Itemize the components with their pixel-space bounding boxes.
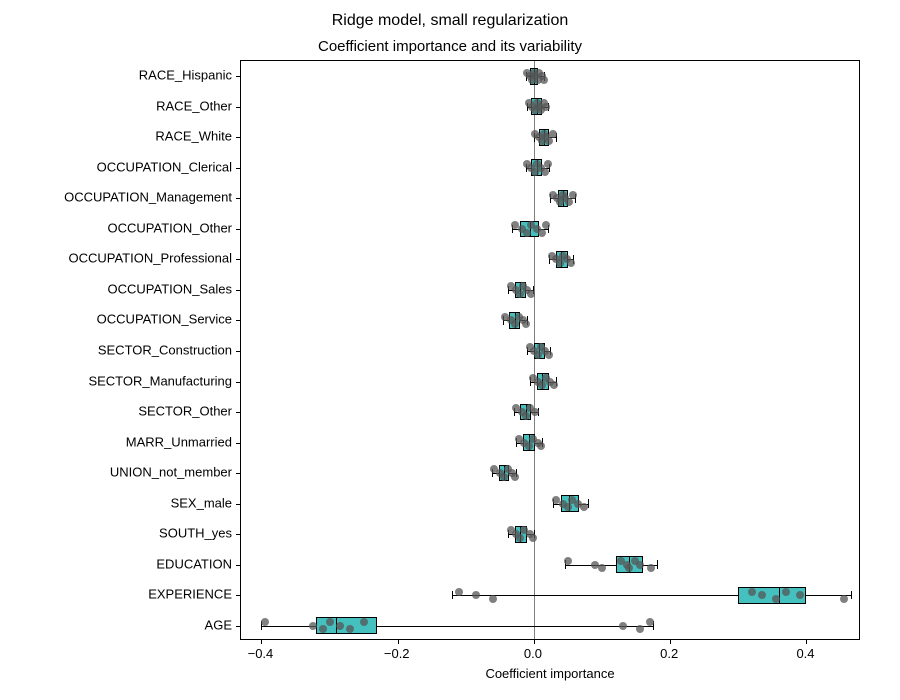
data-point <box>564 503 572 511</box>
whisker-cap <box>588 499 589 508</box>
x-tick-mark <box>670 639 671 644</box>
data-point <box>511 320 519 328</box>
y-tick-label: RACE_Hispanic <box>139 68 232 83</box>
data-point <box>549 130 557 138</box>
y-tick-labels-container: RACE_Hispanic RACE_Other RACE_White OCCUPAT… <box>0 60 240 640</box>
y-tick-label: MARR_Unmarried <box>126 434 232 449</box>
data-point <box>531 408 539 416</box>
y-tick-label: SEX_male <box>171 495 232 510</box>
plot-area: Coefficient importance <box>240 60 860 640</box>
y-tick-label: AGE <box>205 617 232 632</box>
x-tick-label: 0.0 <box>524 646 542 661</box>
axes-title: Coefficient importance and its variabili… <box>0 38 900 55</box>
data-point <box>545 137 553 145</box>
data-point <box>550 381 558 389</box>
data-point <box>748 588 756 596</box>
data-point <box>336 622 344 630</box>
y-tick-label: UNION_not_member <box>110 465 232 480</box>
data-point <box>540 76 548 84</box>
y-tick-label: OCCUPATION_Service <box>97 312 232 327</box>
y-tick-label: OCCUPATION_Other <box>108 220 232 235</box>
figure-suptitle: Ridge model, small regularization <box>0 12 900 30</box>
y-tick-label: OCCUPATION_Management <box>64 190 232 205</box>
data-point <box>625 564 633 572</box>
y-tick-label: SECTOR_Construction <box>98 343 232 358</box>
median-line <box>779 587 780 604</box>
data-point <box>569 191 577 199</box>
data-point <box>309 622 317 630</box>
data-point <box>619 622 627 630</box>
data-point <box>636 625 644 633</box>
x-tick-mark <box>806 639 807 644</box>
whisker-cap <box>452 591 453 600</box>
data-point <box>319 625 327 633</box>
data-point <box>564 557 572 565</box>
y-tick-label: SECTOR_Other <box>138 404 232 419</box>
data-point <box>758 591 766 599</box>
data-point <box>544 160 552 168</box>
data-point <box>472 591 480 599</box>
x-tick-label: 0.2 <box>660 646 678 661</box>
whisker-cap <box>851 591 852 600</box>
data-point <box>567 259 575 267</box>
whisker-cap <box>657 560 658 569</box>
data-point <box>580 503 588 511</box>
data-point <box>261 618 269 626</box>
data-point <box>796 591 804 599</box>
y-tick-label: RACE_Other <box>156 98 232 113</box>
data-point <box>489 595 497 603</box>
x-tick-label: −0.2 <box>384 646 410 661</box>
x-tick-mark <box>534 639 535 644</box>
x-tick-mark <box>261 639 262 644</box>
data-point <box>636 561 644 569</box>
data-point <box>542 221 550 229</box>
y-tick-label: SECTOR_Manufacturing <box>88 373 232 388</box>
data-point <box>565 198 573 206</box>
data-point <box>500 473 508 481</box>
data-point <box>782 588 790 596</box>
data-point <box>646 618 654 626</box>
whisker-low <box>565 565 616 566</box>
data-point <box>346 625 354 633</box>
data-point <box>522 320 530 328</box>
data-point <box>840 595 848 603</box>
data-point <box>598 564 606 572</box>
data-point <box>772 595 780 603</box>
data-point <box>516 534 524 542</box>
x-tick-mark <box>398 639 399 644</box>
y-tick-label: RACE_White <box>155 129 232 144</box>
y-tick-label: OCCUPATION_Clerical <box>97 159 232 174</box>
data-point <box>545 351 553 359</box>
data-point <box>537 442 545 450</box>
y-tick-label: EDUCATION <box>156 556 232 571</box>
data-point <box>542 103 550 111</box>
data-point <box>538 229 546 237</box>
y-tick-label: EXPERIENCE <box>148 587 232 602</box>
x-axis-label: Coefficient importance <box>241 666 859 681</box>
data-point <box>538 381 546 389</box>
y-tick-label: OCCUPATION_Professional <box>68 251 232 266</box>
data-point <box>511 473 519 481</box>
x-tick-label: −0.4 <box>248 646 274 661</box>
data-point <box>522 412 530 420</box>
whisker-high <box>377 626 653 627</box>
data-point <box>525 442 533 450</box>
data-point <box>523 229 531 237</box>
data-point <box>360 618 368 626</box>
data-point <box>647 564 655 572</box>
data-point <box>527 290 535 298</box>
data-point <box>455 588 463 596</box>
data-point <box>529 534 537 542</box>
data-point <box>326 618 334 626</box>
data-point <box>541 168 549 176</box>
x-tick-label: 0.4 <box>796 646 814 661</box>
y-tick-label: OCCUPATION_Sales <box>108 281 233 296</box>
y-tick-label: SOUTH_yes <box>159 526 232 541</box>
